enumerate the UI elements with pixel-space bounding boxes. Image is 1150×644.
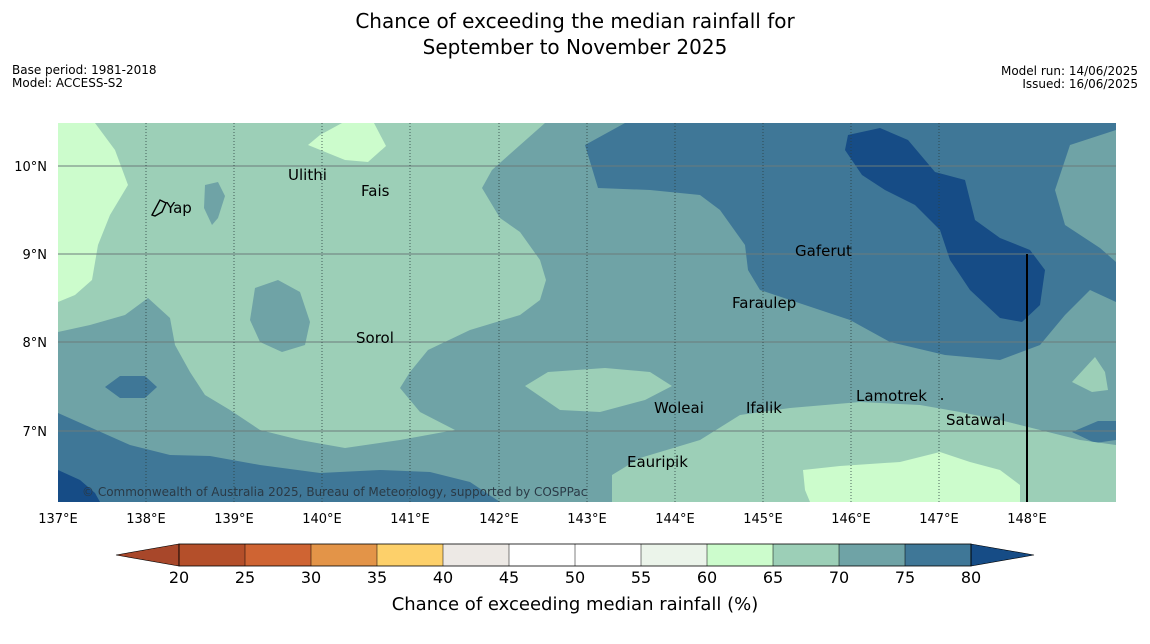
colorbar-swatch	[773, 544, 839, 566]
colorbar-swatch	[245, 544, 311, 566]
colorbar-ticks: 20 25 30 35 40 45 50 55 60 65 70 75 80	[169, 568, 981, 587]
lat-tick-label: 10°N	[14, 160, 47, 175]
colorbar-tick-label: 75	[895, 568, 915, 587]
colorbar-tick-label: 65	[763, 568, 783, 587]
lon-tick-label: 146°E	[831, 512, 871, 527]
lat-tick-label: 9°N	[23, 248, 48, 263]
map-title-line2: September to November 2025	[422, 35, 728, 59]
lon-tick-label: 142°E	[479, 512, 519, 527]
issued-date: Issued: 16/06/2025	[1022, 77, 1138, 91]
map-title-line1: Chance of exceeding the median rainfall …	[355, 9, 795, 33]
lon-tick-label: 148°E	[1007, 512, 1047, 527]
colorbar-tick-label: 60	[697, 568, 717, 587]
colorbar-tick-label: 45	[499, 568, 519, 587]
model-name: Model: ACCESS-S2	[12, 76, 124, 90]
model-run: Model run: 14/06/2025	[1000, 64, 1138, 78]
colorbar-swatch	[443, 544, 509, 566]
lon-tick-label: 144°E	[655, 512, 695, 527]
contour-75-80-blob	[105, 376, 157, 398]
contour-80-northeast	[845, 128, 1045, 322]
base-period: Base period: 1981-2018	[12, 63, 157, 77]
colorbar-tick-label: 35	[367, 568, 387, 587]
place-gaferut: Gaferut	[795, 242, 852, 260]
colorbar-swatch	[575, 544, 641, 566]
colorbar-tick-label: 20	[169, 568, 189, 587]
lon-tick-label: 138°E	[126, 512, 166, 527]
meta-right: Model run: 14/06/2025 Issued: 16/06/2025	[1001, 65, 1138, 91]
place-labels: Yap Ulithi Fais Gaferut Faraulep Sorol L…	[165, 166, 1005, 471]
contour-60-65-northwest	[58, 123, 128, 302]
colorbar-outline	[178, 543, 972, 567]
contour-70-75-blob-west	[250, 280, 310, 352]
colorbar-title: Chance of exceeding median rainfall (%)	[392, 594, 759, 615]
colorbar-extend-low	[115, 543, 180, 567]
copyright-text: © Commonwealth of Australia 2025, Bureau…	[82, 485, 587, 499]
contour-65-70-central	[525, 368, 672, 412]
colorbar-swatch	[509, 544, 575, 566]
contour-75-80-southwest	[58, 413, 500, 502]
contour-75-80-east	[1072, 421, 1116, 443]
lon-tick-label: 141°E	[390, 512, 430, 527]
place-yap: Yap	[165, 199, 192, 217]
lon-tick-label: 143°E	[567, 512, 607, 527]
yap-island	[150, 199, 167, 217]
place-ifalik: Ifalik	[746, 399, 782, 417]
contour-80-southwest	[58, 470, 100, 502]
map-title: Chance of exceeding the median rainfall …	[0, 8, 1150, 60]
colorbar-tick-label: 40	[433, 568, 453, 587]
place-faraulep: Faraulep	[732, 294, 796, 312]
colorbar-swatch	[641, 544, 707, 566]
lon-tick-label: 137°E	[38, 512, 78, 527]
colorbar-swatch	[839, 544, 905, 566]
lat-tick-label: 7°N	[23, 425, 48, 440]
colorbar-swatch	[905, 544, 971, 566]
colorbar-swatch	[179, 544, 245, 566]
contour-60-65-north	[308, 123, 386, 162]
gridlines	[58, 123, 1116, 502]
lat-tick-label: 8°N	[23, 336, 48, 351]
lon-tick-label: 147°E	[919, 512, 959, 527]
colorbar-swatch	[707, 544, 773, 566]
colorbar-extend-high	[970, 543, 1035, 567]
colorbar-tick-label: 50	[565, 568, 585, 587]
lon-axis: 137°E 138°E 139°E 140°E 141°E 142°E 143°…	[38, 512, 1047, 527]
lat-axis: 10°N 9°N 8°N 7°N	[14, 160, 47, 440]
place-eauripik: Eauripik	[627, 453, 688, 471]
colorbar-swatch	[311, 544, 377, 566]
colorbar-tick-label: 80	[961, 568, 981, 587]
lon-tick-label: 140°E	[302, 512, 342, 527]
place-fais: Fais	[361, 182, 390, 200]
place-sorol: Sorol	[356, 329, 394, 347]
contour-70-75-yap	[204, 182, 225, 225]
contour-60-65-southeast	[803, 452, 1020, 502]
colorbar-swatch	[377, 544, 443, 566]
colorbar-tick-label: 30	[301, 568, 321, 587]
place-woleai: Woleai	[654, 399, 704, 417]
lon-tick-label: 139°E	[214, 512, 254, 527]
colorbar: 20 25 30 35 40 45 50 55 60 65 70 75 80 C…	[115, 543, 1035, 615]
contour-65-70-west	[58, 123, 546, 448]
colorbar-tick-label: 70	[829, 568, 849, 587]
place-satawal: Satawal	[946, 411, 1005, 429]
contour-65-70-east	[1072, 357, 1108, 392]
lon-tick-label: 145°E	[743, 512, 783, 527]
island-dot	[941, 398, 943, 400]
place-ulithi: Ulithi	[288, 166, 327, 184]
colorbar-tick-label: 55	[631, 568, 651, 587]
meta-left: Base period: 1981-2018 Model: ACCESS-S2	[12, 64, 157, 90]
place-lamotrek: Lamotrek	[856, 387, 927, 405]
colorbar-tick-label: 25	[235, 568, 255, 587]
